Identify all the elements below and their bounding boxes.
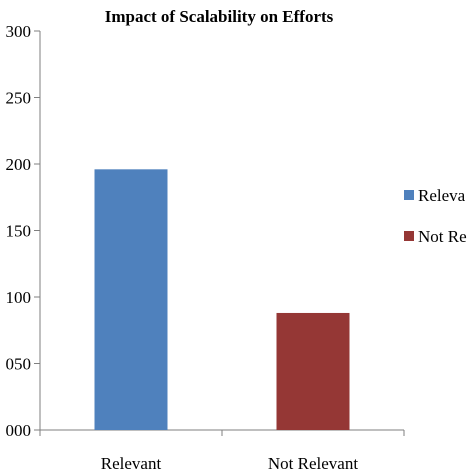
legend: Releva Not Re <box>404 186 467 246</box>
legend-swatch <box>404 231 414 241</box>
y-tick-label: 250 <box>6 89 32 108</box>
x-category-label: Not Relevant <box>268 454 358 473</box>
legend-swatch <box>404 190 414 200</box>
x-category-label: Relevant <box>101 454 162 473</box>
chart-title: Impact of Scalability on Efforts <box>105 7 334 26</box>
y-axis: 000 050 100 150 200 250 300 <box>6 22 41 440</box>
y-tick-label: 150 <box>6 222 32 241</box>
bars <box>94 169 350 430</box>
legend-label: Not Re <box>418 227 467 246</box>
legend-label: Releva <box>418 186 466 205</box>
bar-not-relevant <box>276 312 350 430</box>
y-tick-label: 300 <box>6 22 32 41</box>
x-axis: Relevant Not Relevant <box>39 429 405 473</box>
y-tick-label: 100 <box>6 288 32 307</box>
y-tick-label: 000 <box>6 421 32 440</box>
y-tick-label: 200 <box>6 155 32 174</box>
y-tick-label: 050 <box>6 355 32 374</box>
bar-relevant <box>94 169 168 430</box>
